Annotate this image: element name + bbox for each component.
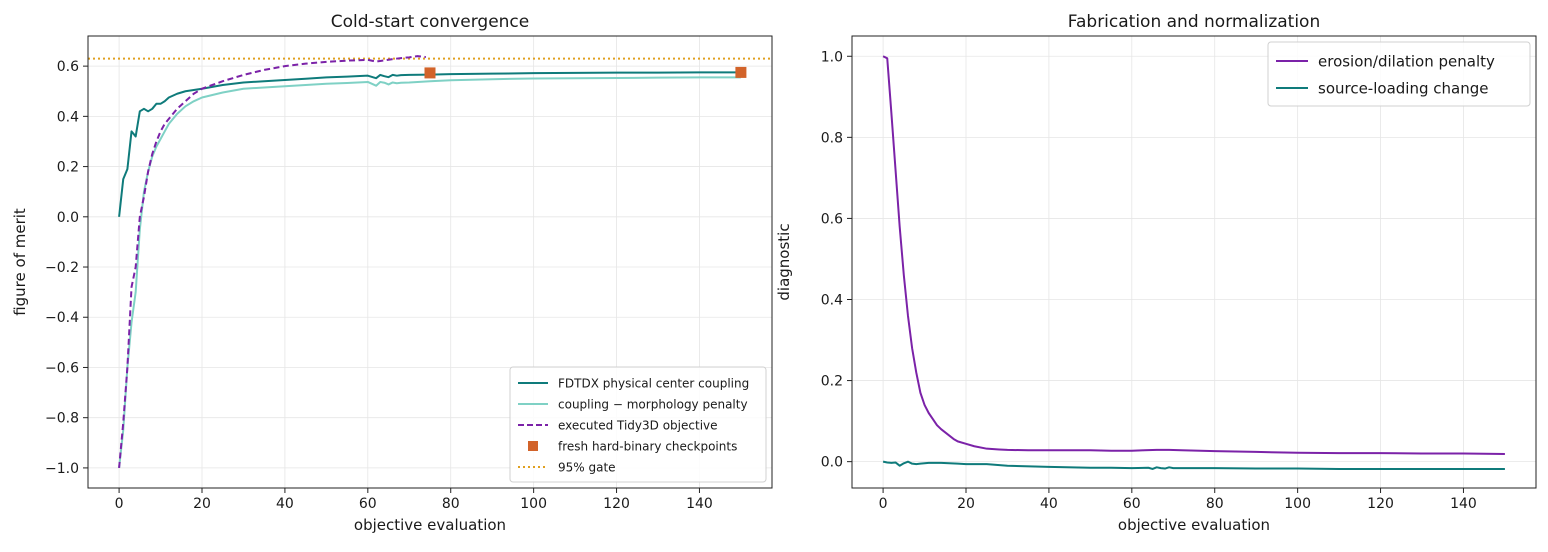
- x-tick-label: 120: [1367, 496, 1394, 512]
- legend-entry: fresh hard-binary checkpoints: [528, 439, 737, 453]
- series-line-3: [118, 55, 426, 469]
- y-axis-label: diagnostic: [775, 223, 793, 300]
- plot-area: [88, 55, 772, 469]
- x-tick-label: 140: [1450, 496, 1477, 512]
- legend-label: 95% gate: [558, 460, 616, 474]
- y-tick-label: 0.4: [57, 109, 79, 125]
- x-tick-label: 100: [520, 496, 547, 512]
- legend-entry: executed Tidy3D objective: [518, 418, 718, 432]
- legend-box: [509, 366, 767, 483]
- legend-marker: [528, 441, 538, 451]
- y-tick-label: −0.8: [45, 411, 79, 427]
- chart-title: Fabrication and normalization: [1068, 12, 1320, 32]
- x-tick-label: 40: [1040, 496, 1058, 512]
- x-tick-label: 0: [879, 496, 888, 512]
- x-tick-label: 60: [1123, 496, 1141, 512]
- x-axis-label: objective evaluation: [1118, 516, 1270, 534]
- panel-1: 0 20 40 60 80 100 120 140 −1.0 −0.8 −0.6 −0.4 −0.2 0.…: [11, 12, 773, 534]
- legend: erosion/dilation penalty source-loading c…: [1267, 41, 1531, 107]
- checkpoint-marker: [424, 67, 436, 79]
- x-tick-label: 40: [276, 496, 294, 512]
- x-tick-label: 20: [193, 496, 211, 512]
- legend-label: coupling − morphology penalty: [558, 397, 748, 411]
- x-tick-label: 120: [603, 496, 630, 512]
- x-tick-label: 80: [1206, 496, 1224, 512]
- y-tick-label: 0.6: [57, 59, 79, 75]
- series-line-2: [882, 460, 1505, 470]
- series-line-1: [118, 71, 741, 217]
- checkpoint-marker: [735, 66, 747, 78]
- x-tick-label: 140: [686, 496, 713, 512]
- legend-entry: 95% gate: [518, 460, 616, 474]
- y-tick-label: 0.8: [821, 130, 843, 146]
- x-tick-label: 20: [957, 496, 975, 512]
- y-tick-label: −0.4: [45, 310, 79, 326]
- legend-label: executed Tidy3D objective: [558, 418, 718, 432]
- y-tick-label: 0.2: [821, 374, 843, 390]
- x-axis-label: objective evaluation: [354, 516, 506, 534]
- legend-entry: erosion/dilation penalty: [1276, 52, 1495, 70]
- y-axis-label: figure of merit: [11, 208, 29, 316]
- legend-box: [1267, 41, 1531, 107]
- y-tick-label: 0.4: [821, 292, 843, 308]
- legend-entry: FDTDX physical center coupling: [518, 376, 749, 390]
- y-tick-label: 0.6: [821, 211, 843, 227]
- axes-frame: [851, 35, 1537, 489]
- x-tick-label: 100: [1284, 496, 1311, 512]
- legend-label: FDTDX physical center coupling: [558, 376, 749, 390]
- y-tick-label: −1.0: [45, 461, 79, 477]
- legend-entry: source-loading change: [1276, 79, 1488, 97]
- chart-title: Cold-start convergence: [331, 12, 529, 32]
- x-tick-label: 80: [442, 496, 460, 512]
- plot-area: [882, 55, 1505, 470]
- legend-label: fresh hard-binary checkpoints: [558, 439, 737, 453]
- panel-2: 0 20 40 60 80 100 120 140 0.0 0.2 0.4 0.6 0.8 1.0 Fabr…: [775, 12, 1537, 534]
- x-tick-label: 0: [115, 496, 124, 512]
- legend-label: erosion/dilation penalty: [1318, 52, 1495, 70]
- axes-frame: [87, 35, 773, 489]
- y-tick-label: 1.0: [821, 49, 843, 65]
- y-tick-label: 0.0: [57, 210, 79, 226]
- y-tick-label: −0.2: [45, 260, 79, 276]
- series-line-1: [882, 55, 1505, 455]
- y-tick-label: 0.2: [57, 160, 79, 176]
- x-tick-label: 60: [359, 496, 377, 512]
- legend-entry: coupling − morphology penalty: [518, 397, 748, 411]
- legend: FDTDX physical center coupling coupling −…: [509, 366, 767, 483]
- y-tick-label: 0.0: [821, 455, 843, 471]
- y-tick-label: −0.6: [45, 360, 79, 376]
- legend-label: source-loading change: [1318, 79, 1488, 97]
